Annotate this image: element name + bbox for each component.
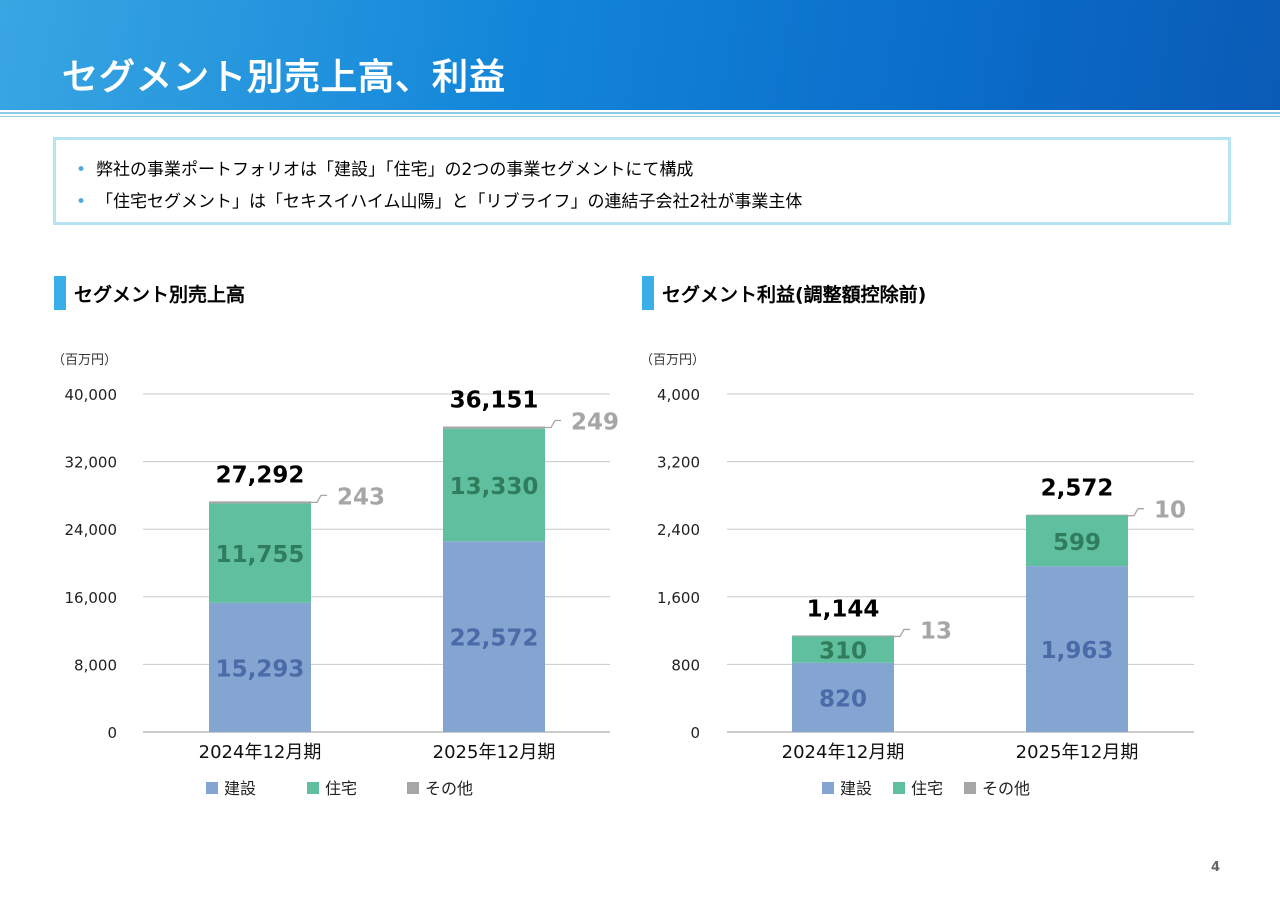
y-tick-label: 4,000 — [657, 386, 700, 404]
data-label-other: 249 — [571, 410, 619, 436]
profit-chart: （百万円） 0 800 1,600 2,400 3,200 4,000 820 310 13 1,1… — [640, 353, 1194, 798]
legend-swatch — [307, 782, 319, 794]
y-tick-label: 800 — [671, 656, 700, 674]
data-label-construction: 22,572 — [450, 626, 539, 652]
bar-segment — [443, 541, 545, 732]
data-label-housing: 13,330 — [450, 474, 539, 500]
data-label-construction: 1,963 — [1041, 638, 1114, 664]
legend-swatch — [822, 782, 834, 794]
bullet-item: • 「住宅セグメント」は「セキスイハイム山陽」と「リブライフ」の連結子会社2社が事… — [76, 187, 802, 212]
sales-chart: （百万円） 0 8,000 16,000 24,000 32,000 40,000 15,29… — [52, 353, 619, 798]
bar-segment — [443, 428, 545, 542]
bar-segment — [209, 602, 311, 732]
bar-segment — [443, 426, 545, 429]
data-label-housing: 599 — [1053, 530, 1101, 556]
bar-segment — [792, 635, 894, 637]
bar-segment — [1026, 566, 1128, 732]
legend-label: 建設 — [224, 779, 256, 798]
page-number: 4 — [1211, 860, 1221, 875]
x-tick-label: 2024年12月期 — [782, 742, 905, 763]
data-label-housing: 310 — [819, 639, 867, 665]
section-marker-sales — [54, 276, 66, 310]
data-label-total: 1,144 — [807, 596, 880, 622]
y-tick-label: 40,000 — [65, 386, 118, 404]
data-label-other: 243 — [337, 484, 385, 510]
section-marker-profit — [642, 276, 654, 310]
bar-segment — [209, 501, 311, 504]
bullet-text: 「住宅セグメント」は「セキスイハイム山陽」と「リブライフ」の連結子会社2社が事業… — [96, 192, 803, 212]
legend-label: その他 — [425, 779, 473, 798]
section-title-profit: セグメント利益(調整額控除前) — [662, 284, 927, 306]
bullet-item: • 弊社の事業ポートフォリオは「建設」「住宅」の2つの事業セグメントにて構成 — [76, 155, 693, 180]
header-divider — [0, 112, 1280, 114]
data-label-construction: 820 — [819, 686, 867, 712]
data-label-housing: 11,755 — [216, 542, 305, 568]
legend-swatch — [964, 782, 976, 794]
bullet-dot-icon: • — [76, 192, 87, 212]
y-tick-label: 32,000 — [65, 454, 118, 472]
leader-line — [894, 628, 910, 638]
bar-segment — [792, 662, 894, 732]
data-label-other: 13 — [920, 618, 952, 644]
page-title: セグメント別売上高、利益 — [62, 57, 507, 98]
bullet-dot-icon: • — [76, 160, 87, 180]
y-tick-label: 2,400 — [657, 521, 700, 539]
unit-label: （百万円） — [640, 353, 705, 368]
leader-line — [1128, 508, 1144, 517]
x-tick-label: 2024年12月期 — [199, 742, 322, 763]
data-label-total: 36,151 — [450, 388, 539, 414]
bar-segment — [792, 636, 894, 663]
data-label-other: 10 — [1154, 498, 1186, 524]
y-tick-label: 0 — [107, 724, 117, 742]
legend-swatch — [407, 782, 419, 794]
legend-swatch — [893, 782, 905, 794]
unit-label: （百万円） — [52, 353, 117, 368]
data-label-construction: 15,293 — [216, 656, 305, 682]
leader-line — [545, 419, 561, 429]
section-title-sales: セグメント別売上高 — [74, 284, 246, 306]
y-tick-label: 0 — [690, 724, 700, 742]
header-banner: セグメント別売上高、利益 — [0, 0, 1280, 110]
y-tick-label: 24,000 — [65, 521, 118, 539]
legend-label: 建設 — [840, 779, 872, 798]
bullet-text: 弊社の事業ポートフォリオは「建設」「住宅」の2つの事業セグメントにて構成 — [96, 160, 694, 180]
legend-label: その他 — [982, 779, 1030, 798]
x-tick-label: 2025年12月期 — [433, 742, 556, 763]
bar-segment — [209, 503, 311, 603]
x-tick-label: 2025年12月期 — [1016, 742, 1139, 763]
legend-swatch — [206, 782, 218, 794]
y-tick-label: 3,200 — [657, 454, 700, 472]
bar-segment — [1026, 515, 1128, 567]
y-tick-label: 1,600 — [657, 589, 700, 607]
legend-label: 住宅 — [911, 779, 943, 798]
bar-segment — [1026, 514, 1128, 516]
data-label-total: 2,572 — [1041, 476, 1114, 502]
data-label-total: 27,292 — [216, 462, 305, 488]
y-tick-label: 8,000 — [74, 656, 117, 674]
legend-label: 住宅 — [325, 779, 357, 798]
summary-box: • 弊社の事業ポートフォリオは「建設」「住宅」の2つの事業セグメントにて構成 • 「… — [53, 137, 1231, 225]
leader-line — [311, 494, 327, 504]
y-tick-label: 16,000 — [65, 589, 118, 607]
header-divider-thin — [0, 116, 1280, 117]
